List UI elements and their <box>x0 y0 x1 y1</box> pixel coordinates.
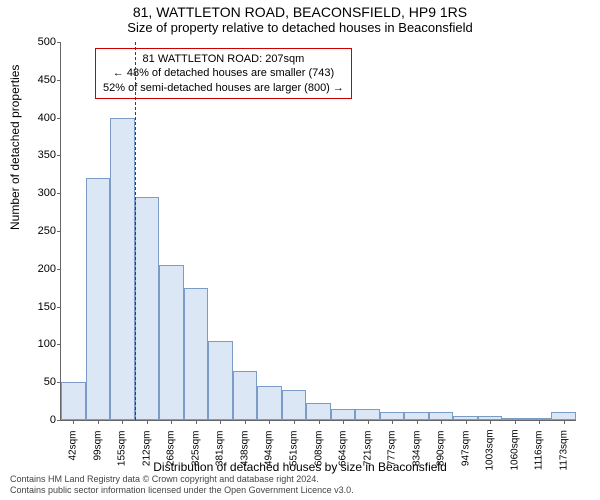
histogram-bar <box>159 265 184 420</box>
histogram-bar <box>86 178 111 420</box>
histogram-bar <box>380 412 405 420</box>
info-line-2: ← 48% of detached houses are smaller (74… <box>103 66 344 80</box>
y-tick-label: 450 <box>26 74 56 86</box>
footer-line-2: Contains public sector information licen… <box>10 485 354 496</box>
histogram-bar <box>257 386 282 420</box>
y-tick-label: 250 <box>26 225 56 237</box>
histogram-bar <box>110 118 135 420</box>
chart-title: 81, WATTLETON ROAD, BEACONSFIELD, HP9 1R… <box>0 4 600 20</box>
histogram-bar <box>429 412 454 420</box>
y-tick-label: 100 <box>26 338 56 350</box>
plot-area: 81 WATTLETON ROAD: 207sqm ← 48% of detac… <box>60 42 576 421</box>
histogram-bar <box>208 341 233 420</box>
histogram-bar <box>135 197 160 420</box>
y-tick-label: 200 <box>26 263 56 275</box>
y-tick-label: 150 <box>26 301 56 313</box>
y-tick-label: 50 <box>26 376 56 388</box>
y-axis-label: Number of detached properties <box>8 65 22 230</box>
histogram-bar <box>404 412 429 420</box>
y-tick-label: 350 <box>26 149 56 161</box>
info-line-3: 52% of semi-detached houses are larger (… <box>103 81 344 95</box>
info-line-1: 81 WATTLETON ROAD: 207sqm <box>103 52 344 66</box>
histogram-bar <box>282 390 307 420</box>
x-axis-label: Distribution of detached houses by size … <box>0 460 600 474</box>
y-tick-label: 0 <box>26 414 56 426</box>
histogram-bar <box>355 409 380 420</box>
histogram-bar <box>184 288 209 420</box>
histogram-bar <box>233 371 258 420</box>
footer-line-1: Contains HM Land Registry data © Crown c… <box>10 474 354 485</box>
y-tick-label: 300 <box>26 187 56 199</box>
histogram-bar <box>61 382 86 420</box>
histogram-bar <box>331 409 356 420</box>
marker-info-box: 81 WATTLETON ROAD: 207sqm ← 48% of detac… <box>95 48 352 99</box>
histogram-bar <box>306 403 331 420</box>
attribution-footer: Contains HM Land Registry data © Crown c… <box>10 474 354 496</box>
y-tick-label: 400 <box>26 112 56 124</box>
chart-subtitle: Size of property relative to detached ho… <box>0 20 600 35</box>
chart-header: 81, WATTLETON ROAD, BEACONSFIELD, HP9 1R… <box>0 0 600 35</box>
y-tick-label: 500 <box>26 36 56 48</box>
histogram-bar <box>551 412 576 420</box>
property-marker-line <box>135 42 136 420</box>
